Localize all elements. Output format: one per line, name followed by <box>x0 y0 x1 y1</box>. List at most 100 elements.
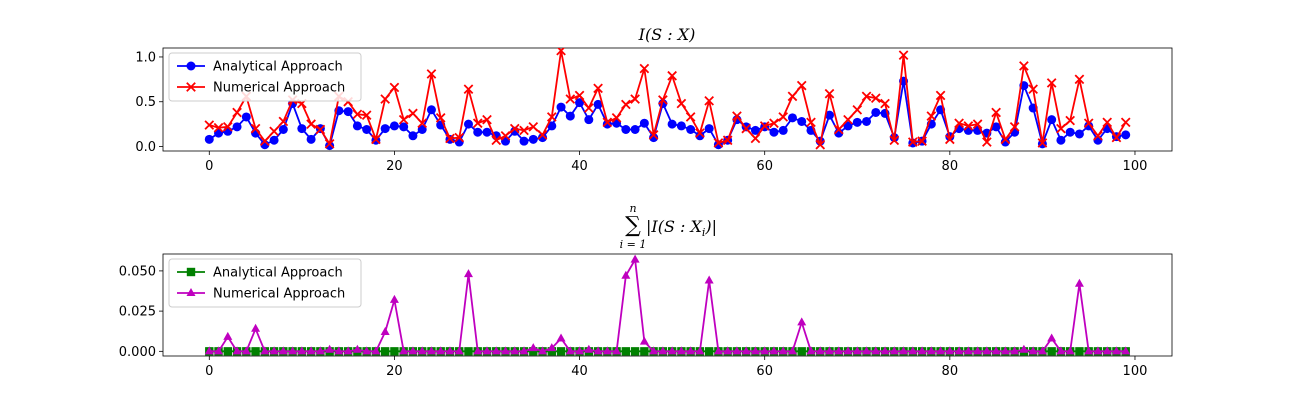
x-tick-label: 40 <box>571 364 588 379</box>
data-point <box>954 346 964 355</box>
data-point <box>991 107 1001 118</box>
data-point <box>1083 118 1094 129</box>
data-point <box>251 347 260 356</box>
data-point <box>704 275 714 284</box>
data-point <box>658 95 668 105</box>
data-point <box>529 347 538 356</box>
data-point <box>583 103 594 113</box>
data-point <box>463 269 473 278</box>
data-point <box>769 118 779 129</box>
data-point <box>528 121 539 132</box>
data-point <box>435 113 446 123</box>
data-point <box>621 99 631 110</box>
x-tick-label: 60 <box>756 364 773 379</box>
data-point <box>1084 346 1094 355</box>
data-point <box>871 346 881 355</box>
data-point <box>408 131 418 141</box>
data-point <box>593 346 603 355</box>
data-point <box>574 90 585 101</box>
data-point <box>241 112 251 122</box>
data-point <box>926 111 937 121</box>
x-tick-label: 80 <box>942 159 959 174</box>
data-point <box>519 346 529 355</box>
x-tick-label: 80 <box>942 364 959 379</box>
data-point <box>389 294 399 303</box>
x-tick-label: 0 <box>205 364 213 379</box>
data-point <box>501 346 511 355</box>
data-point <box>1084 121 1094 131</box>
data-point <box>852 117 862 127</box>
data-point <box>1047 115 1057 125</box>
data-point <box>1019 61 1029 71</box>
data-point <box>324 138 335 149</box>
data-point <box>760 346 770 355</box>
data-point <box>380 327 390 336</box>
data-point <box>907 137 918 147</box>
data-point <box>871 107 881 117</box>
x-tick-label: 20 <box>386 159 403 174</box>
data-point <box>1047 333 1057 342</box>
title-expr-sub: i <box>702 226 706 239</box>
data-point <box>371 346 381 355</box>
data-point <box>639 118 649 128</box>
data-point <box>1121 346 1131 355</box>
data-point <box>843 121 853 131</box>
data-point <box>843 114 853 125</box>
data-point <box>222 121 233 132</box>
data-point <box>186 267 196 277</box>
data-point <box>584 344 594 353</box>
data-point <box>917 136 927 146</box>
data-point <box>547 343 557 352</box>
data-point <box>306 119 316 129</box>
data-point <box>1093 346 1103 355</box>
title-expr-main: |I(S : X <box>646 217 702 236</box>
data-point <box>380 124 390 134</box>
data-point <box>880 98 890 109</box>
data-point <box>889 346 899 355</box>
data-point <box>695 131 705 141</box>
data-point <box>408 108 418 119</box>
data-point <box>528 134 538 144</box>
data-point <box>472 118 483 129</box>
data-point <box>889 135 900 146</box>
data-point <box>343 107 353 117</box>
bottom-subplot: 0 20 40 60 80 100 0.000 0.025 0.050 Analytical Ap… <box>119 253 1173 379</box>
data-point <box>343 346 353 355</box>
data-point <box>482 114 492 125</box>
data-point <box>963 121 974 131</box>
data-point <box>278 346 288 355</box>
data-point <box>936 346 946 355</box>
data-point <box>686 125 696 135</box>
data-point <box>602 346 612 355</box>
plot-area <box>204 254 1131 356</box>
x-tick-label: 100 <box>1123 159 1148 174</box>
data-point <box>787 91 798 102</box>
data-point <box>695 346 705 355</box>
data-point <box>806 117 816 128</box>
data-point <box>926 346 936 355</box>
top-chart-title: I(S : X) <box>638 25 696 44</box>
data-point <box>399 346 409 355</box>
data-point <box>232 122 242 132</box>
data-point <box>417 125 427 135</box>
plot-area <box>204 48 1131 151</box>
data-point <box>991 346 1001 355</box>
data-point <box>834 346 844 355</box>
x-tick-label: 0 <box>205 159 213 174</box>
data-point <box>621 125 631 135</box>
data-point <box>528 343 538 352</box>
data-point <box>232 346 242 355</box>
data-point <box>362 125 372 135</box>
x-tick-label: 100 <box>1123 364 1148 379</box>
data-point <box>491 135 502 146</box>
data-point <box>973 346 983 355</box>
data-point <box>509 123 520 134</box>
data-point <box>325 141 335 151</box>
data-point <box>565 111 575 121</box>
data-point <box>547 121 557 131</box>
data-point <box>852 104 863 115</box>
data-point <box>186 61 196 71</box>
data-point <box>658 346 668 355</box>
data-point <box>389 121 399 131</box>
data-point <box>935 90 946 101</box>
